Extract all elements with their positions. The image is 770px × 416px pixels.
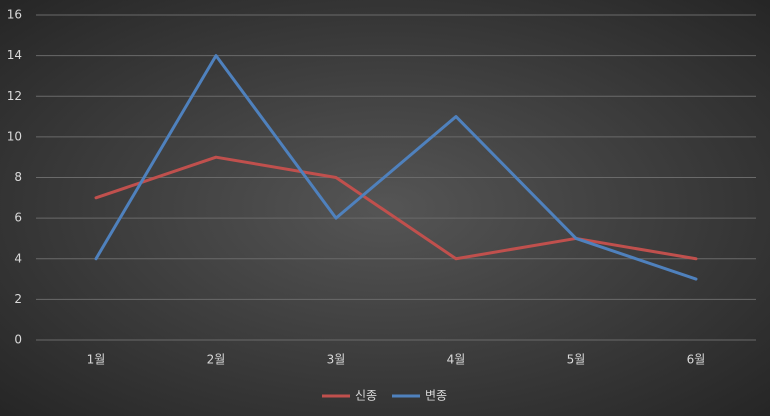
y-tick-label: 4 <box>14 251 22 265</box>
x-tick-label: 4월 <box>447 353 466 367</box>
y-tick-label: 16 <box>7 8 22 22</box>
x-tick-label: 3월 <box>327 353 346 367</box>
x-tick-label: 1월 <box>87 353 106 367</box>
y-tick-label: 0 <box>14 333 22 347</box>
x-tick-label: 5월 <box>567 353 586 367</box>
x-tick-label: 2월 <box>207 353 226 367</box>
legend-label: 변종 <box>425 389 447 403</box>
x-tick-label: 6월 <box>687 353 706 367</box>
y-tick-label: 8 <box>14 170 22 184</box>
legend-label: 신종 <box>355 389 377 403</box>
y-tick-label: 2 <box>14 292 22 306</box>
y-tick-label: 6 <box>14 211 22 225</box>
line-series <box>94 54 698 281</box>
line-series <box>94 155 698 261</box>
y-tick-label: 14 <box>7 48 22 62</box>
y-tick-label: 12 <box>7 89 22 103</box>
y-tick-label: 10 <box>7 129 22 143</box>
